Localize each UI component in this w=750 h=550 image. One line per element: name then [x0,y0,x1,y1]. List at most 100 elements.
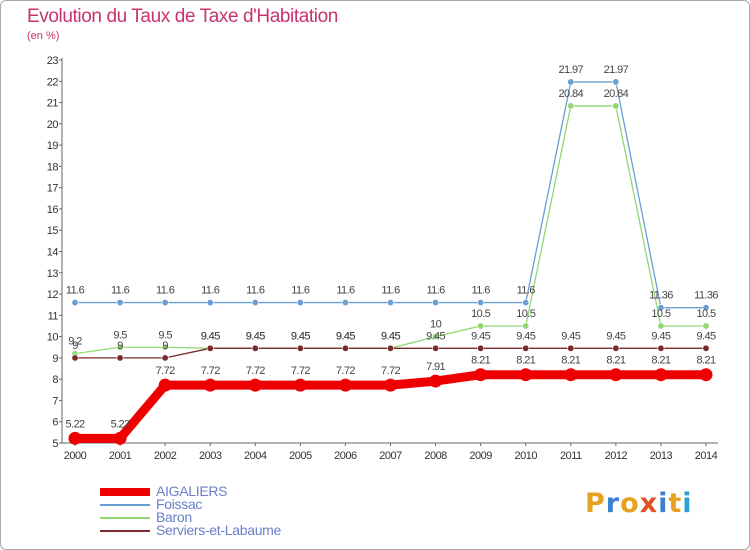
data-point-baron [522,322,530,330]
data-point-serviers-et-labaume [386,344,394,352]
data-point-foissac [116,299,124,307]
data-label-baron: 9.45 [291,330,310,342]
data-point-serviers-et-labaume [612,344,620,352]
legend-item-aigaliers[interactable]: AIGALIERS [100,483,281,499]
y-tick-label: 9 [52,353,58,365]
data-label-aigaliers: 5.22 [65,418,84,430]
data-point-serviers-et-labaume [116,354,124,362]
x-tick-label: 2010 [514,450,537,462]
data-point-aigaliers [113,431,127,445]
data-label-aigaliers: 8.21 [561,355,580,367]
data-label-foissac: 11.6 [291,285,310,297]
legend-swatch-foissac [100,503,150,506]
data-point-serviers-et-labaume [567,344,575,352]
data-point-aigaliers [654,368,668,382]
data-point-serviers-et-labaume [477,344,485,352]
data-label-foissac: 11.6 [336,285,355,297]
data-label-aigaliers: 8.21 [516,355,535,367]
logo-letter: i [658,488,669,519]
legend-label: Serviers-et-Labaume [156,522,282,538]
data-label-serviers-et-labaume: 9.45 [651,330,670,342]
data-label-serviers-et-labaume: 9.45 [516,330,535,342]
data-point-foissac [71,299,79,307]
y-axis-unit-label: (en %) [27,30,60,42]
data-point-aigaliers [158,378,172,392]
data-label-foissac: 11.6 [201,285,220,297]
data-label-baron: 20.84 [604,88,629,100]
data-point-aigaliers [248,378,262,392]
data-point-serviers-et-labaume [296,344,304,352]
data-label-foissac: 11.6 [156,285,175,297]
x-tick-label: 2001 [109,450,132,462]
y-tick-label: 15 [47,225,59,237]
series-line-foissac [74,81,707,309]
x-tick-label: 2014 [695,450,718,462]
proxiti-logo: Proxiti [585,488,693,519]
legend-label: Baron [156,509,192,525]
y-tick-label: 21 [47,98,59,110]
data-label-foissac: 11.6 [472,285,491,297]
chart-legend: AIGALIERS Foissac Baron Serviers-et-Laba… [100,483,282,538]
data-label-serviers-et-labaume: 9.45 [291,330,310,342]
data-point-baron [612,102,620,110]
y-tick-label: 8 [52,374,58,386]
data-point-foissac [386,299,394,307]
logo-letter: r [605,488,621,519]
data-label-baron: 10.5 [471,308,490,320]
data-point-serviers-et-labaume [206,344,214,352]
legend-item-baron[interactable]: Baron [100,509,281,525]
data-label-serviers-et-labaume: 9 [162,340,168,352]
data-label-aigaliers: 5.22 [111,418,130,430]
data-label-foissac: 11.6 [517,285,536,297]
series-line-baron [74,105,707,355]
legend-label: AIGALIERS [156,483,228,499]
data-label-aigaliers: 8.21 [651,355,670,367]
data-label-foissac: 11.36 [694,290,718,302]
data-label-serviers-et-labaume: 9 [72,340,78,352]
data-label-aigaliers: 8.21 [606,355,625,367]
data-label-baron: 10 [430,319,442,331]
logo-letter: i [682,488,693,519]
data-label-serviers-et-labaume: 9.45 [561,330,580,342]
y-tick-label: 23 [47,55,59,67]
data-point-foissac [612,78,620,86]
y-tick-label: 17 [47,183,59,195]
data-point-serviers-et-labaume [161,354,169,362]
data-point-baron [567,102,575,110]
data-point-foissac [206,299,214,307]
x-tick-label: 2002 [154,450,177,462]
data-label-baron: 10.5 [696,308,715,320]
legend-swatch-aigaliers [100,487,150,496]
data-point-serviers-et-labaume [432,344,440,352]
logo-letter: x [639,488,659,519]
x-tick-label: 2007 [379,450,402,462]
data-point-baron [657,322,665,330]
legend-swatch-baron [100,516,150,519]
data-point-aigaliers [609,368,623,382]
data-label-baron: 9.45 [336,330,355,342]
data-point-baron [161,343,169,351]
data-label-foissac: 11.6 [66,285,85,297]
legend-item-serviers-et-labaume[interactable]: Serviers-et-Labaume [100,522,282,538]
data-label-aigaliers: 7.72 [336,365,355,377]
data-point-aigaliers [203,378,217,392]
y-tick-label: 18 [47,161,59,173]
data-point-aigaliers [384,378,397,392]
data-point-aigaliers [429,374,443,388]
data-point-aigaliers [519,368,533,382]
legend-item-foissac[interactable]: Foissac [100,497,281,511]
data-point-baron [116,343,124,351]
data-point-aigaliers [68,431,82,445]
data-label-baron: 9.5 [113,329,127,341]
data-point-serviers-et-labaume [522,344,530,352]
data-label-serviers-et-labaume: 9.45 [246,330,265,342]
data-label-foissac: 11.6 [426,285,445,297]
data-point-aigaliers [699,368,713,382]
data-point-foissac [341,299,349,307]
data-label-serviers-et-labaume: 9.45 [201,330,220,342]
data-point-foissac [251,299,259,307]
data-point-baron [477,322,485,330]
data-label-serviers-et-labaume: 9 [117,340,123,352]
